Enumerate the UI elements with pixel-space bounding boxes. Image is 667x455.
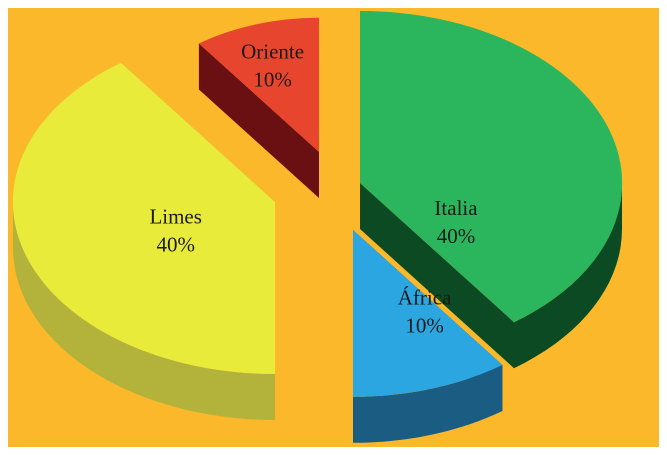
slice-label-oriente: Oriente (241, 39, 304, 63)
slice-label-italia: Italia (434, 196, 478, 220)
slice-side-limes (13, 202, 275, 420)
slice-tops (12, 10, 623, 397)
slice-percent-africa: 10% (405, 313, 444, 337)
slice-label-africa: África (398, 285, 452, 309)
slice-wall-italia-1 (360, 183, 514, 369)
chart-area: Italia 40% África 10% Limes 40% Oriente 10% (8, 8, 659, 447)
slice-percent-oriente: 10% (253, 67, 292, 91)
slice-labels: Italia 40% África 10% Limes 40% Oriente 10% (149, 39, 478, 337)
slice-percent-italia: 40% (437, 224, 476, 248)
slice-oriente (198, 17, 319, 152)
slice-label-limes: Limes (149, 205, 202, 229)
pie-chart: Italia 40% África 10% Limes 40% Oriente 10% (8, 8, 659, 447)
slice-side-italia (514, 183, 622, 369)
slice-italia (360, 10, 623, 323)
slice-side-africa (353, 365, 503, 443)
slice-wall-oriente-0 (198, 43, 319, 198)
slice-percent-limes: 40% (156, 233, 195, 257)
slice-africa (353, 230, 503, 397)
slice-limes (12, 62, 275, 375)
